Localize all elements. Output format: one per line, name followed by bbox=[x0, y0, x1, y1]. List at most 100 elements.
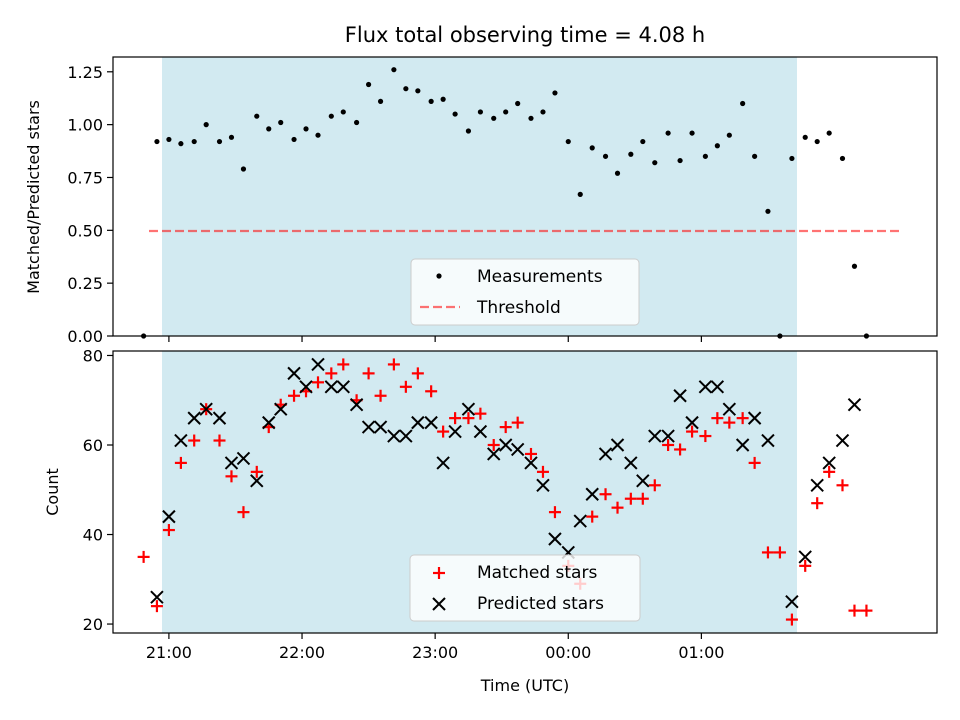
predicted-point-17 bbox=[361, 420, 376, 434]
predicted-point-54 bbox=[835, 433, 850, 448]
predicted-point-16 bbox=[349, 398, 364, 412]
matched-point-26 bbox=[462, 412, 475, 425]
measurement-point-10 bbox=[266, 126, 272, 132]
matched-point-25 bbox=[449, 412, 462, 425]
matched-point-52 bbox=[785, 613, 798, 626]
measurement-point-54 bbox=[814, 138, 820, 145]
predicted-point-9 bbox=[262, 415, 276, 430]
measurement-point-25 bbox=[452, 111, 458, 117]
x-axis-label: Time (UTC) bbox=[480, 676, 569, 695]
measurement-point-45 bbox=[702, 153, 708, 159]
matched-point-47 bbox=[723, 416, 736, 429]
top-y-tick-label-3: 0.75 bbox=[67, 168, 103, 187]
matched-point-0 bbox=[137, 550, 150, 563]
measurement-point-27 bbox=[477, 109, 484, 115]
predicted-point-45 bbox=[710, 380, 725, 394]
matched-point-4 bbox=[188, 434, 201, 447]
predicted-point-55 bbox=[847, 398, 862, 412]
predicted-point-20 bbox=[399, 429, 413, 443]
predicted-point-6 bbox=[224, 456, 239, 470]
predicted-point-3 bbox=[187, 411, 201, 425]
measurement-point-39 bbox=[628, 151, 634, 157]
bottom-legend: Matched stars Predicted stars bbox=[409, 554, 641, 622]
measurement-point-42 bbox=[665, 130, 671, 136]
bottom-y-tick-label-3: 80 bbox=[83, 346, 103, 365]
measurement-point-55 bbox=[826, 130, 832, 136]
measurement-point-49 bbox=[752, 153, 758, 159]
measurement-point-11 bbox=[278, 119, 284, 126]
measurement-point-34 bbox=[565, 138, 571, 145]
predicted-point-28 bbox=[498, 438, 513, 452]
predicted-point-8 bbox=[250, 474, 264, 488]
measurement-point-40 bbox=[640, 138, 646, 145]
predicted-point-35 bbox=[585, 487, 599, 501]
predicted-point-44 bbox=[698, 380, 713, 394]
top-y-axis-label: Matched/Predicted stars bbox=[24, 100, 43, 294]
measurement-point-9 bbox=[254, 113, 260, 119]
predicted-point-27 bbox=[487, 447, 501, 461]
predicted-point-4 bbox=[199, 402, 213, 416]
predicted-point-46 bbox=[722, 402, 737, 416]
measurement-point-4 bbox=[191, 138, 197, 145]
bottom-y-tick-label-1: 40 bbox=[83, 526, 103, 545]
measurement-point-13 bbox=[303, 126, 309, 132]
measurement-point-57 bbox=[851, 263, 858, 269]
matched-point-38 bbox=[611, 501, 624, 514]
measurement-point-38 bbox=[614, 170, 621, 176]
measurement-point-15 bbox=[328, 113, 334, 119]
measurement-point-2 bbox=[166, 136, 172, 143]
x-tick-label-1: 22:00 bbox=[279, 643, 325, 662]
measurement-point-6 bbox=[216, 138, 223, 145]
predicted-point-22 bbox=[424, 415, 438, 430]
predicted-point-5 bbox=[212, 411, 227, 425]
matched-point-33 bbox=[548, 506, 561, 519]
matched-point-14 bbox=[312, 376, 325, 389]
predicted-point-24 bbox=[448, 424, 462, 439]
x-tick-label-0: 21:00 bbox=[146, 643, 192, 662]
matched-point-23 bbox=[425, 385, 438, 398]
measurement-point-19 bbox=[377, 98, 384, 104]
bottom-legend-frame bbox=[409, 554, 641, 622]
predicted-point-18 bbox=[373, 420, 388, 434]
top-y-tick-label-1: 0.25 bbox=[67, 274, 103, 293]
measurement-point-33 bbox=[552, 90, 558, 96]
bottom-y-axis-label: Count bbox=[43, 468, 62, 516]
matched-point-50 bbox=[761, 546, 774, 559]
predicted-point-52 bbox=[810, 478, 824, 492]
measurement-point-14 bbox=[315, 132, 321, 138]
measurement-point-37 bbox=[602, 153, 609, 159]
predicted-point-26 bbox=[473, 424, 488, 439]
matched-point-44 bbox=[686, 425, 699, 438]
matched-point-42 bbox=[662, 439, 675, 451]
x-tick-label-3: 00:00 bbox=[545, 643, 591, 662]
measurement-point-30 bbox=[515, 100, 521, 107]
measurement-point-29 bbox=[503, 109, 509, 115]
measurement-point-12 bbox=[291, 136, 297, 143]
measurement-point-32 bbox=[540, 109, 546, 115]
predicted-point-43 bbox=[685, 415, 699, 430]
measurement-point-24 bbox=[440, 96, 446, 102]
matched-point-51 bbox=[773, 546, 786, 559]
matched-point-27 bbox=[474, 407, 487, 420]
measurement-point-21 bbox=[403, 86, 409, 92]
predicted-point-7 bbox=[236, 451, 251, 466]
predicted-point-11 bbox=[287, 366, 301, 381]
matched-point-7 bbox=[225, 470, 238, 483]
predicted-point-30 bbox=[524, 456, 538, 470]
predicted-point-39 bbox=[636, 474, 650, 488]
predicted-point-10 bbox=[274, 402, 288, 416]
measurement-point-46 bbox=[714, 143, 720, 149]
measurement-point-1 bbox=[154, 138, 160, 145]
top-legend-frame bbox=[410, 258, 640, 326]
top-y-axis-ticks: 0.00 0.25 0.50 0.75 1.00 1.25 bbox=[67, 63, 113, 346]
matched-point-39 bbox=[624, 492, 637, 505]
matched-point-8 bbox=[237, 506, 250, 519]
bottom-plot-frame bbox=[112, 350, 938, 634]
measurement-point-7 bbox=[228, 134, 235, 140]
matched-point-2 bbox=[162, 524, 175, 537]
bottom-y-axis-ticks: 20 40 60 80 bbox=[83, 346, 113, 634]
top-panel: 0.00 0.25 0.50 0.75 1.00 1.25 Matched/Predict… bbox=[24, 56, 938, 346]
matched-point-20 bbox=[387, 358, 400, 371]
top-plot-frame bbox=[112, 56, 938, 337]
predicted-point-31 bbox=[536, 478, 550, 492]
